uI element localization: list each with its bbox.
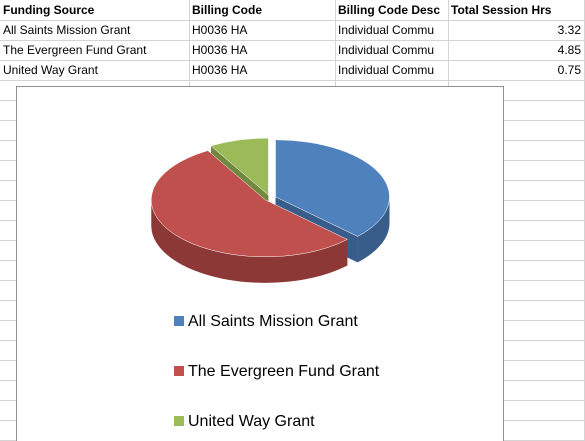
pie-slice-side: [357, 196, 390, 263]
pie-chart-plot: [151, 137, 390, 283]
table-cell-total-session-hrs[interactable]: 4.85: [557, 43, 581, 57]
row-gridline: [0, 40, 585, 41]
legend-swatch: [174, 366, 184, 376]
legend-label: All Saints Mission Grant: [188, 313, 358, 330]
legend-label: The Evergreen Fund Grant: [188, 363, 380, 380]
header-cell-billing-code[interactable]: Billing Code: [192, 3, 262, 17]
table-cell-billing-code-desc[interactable]: Individual Commu: [338, 23, 435, 37]
table-cell-billing-code[interactable]: H0036 HA: [192, 23, 248, 37]
row-gridline: [0, 60, 585, 61]
row-gridline: [0, 20, 585, 21]
legend-swatch: [174, 416, 184, 426]
table-cell-billing-code[interactable]: H0036 HA: [192, 43, 248, 57]
legend-label: United Way Grant: [188, 413, 315, 430]
header-cell-total-session-hrs[interactable]: Total Session Hrs: [451, 3, 552, 17]
pie-slice-top: [151, 150, 348, 258]
pie-slice-top: [275, 139, 390, 237]
row-gridline: [0, 80, 585, 81]
table-cell-billing-code-desc[interactable]: Individual Commu: [338, 63, 435, 77]
table-cell-total-session-hrs[interactable]: 0.75: [557, 63, 581, 77]
table-cell-funding-source[interactable]: The Evergreen Fund Grant: [3, 43, 147, 57]
legend-swatch: [174, 316, 184, 326]
table-cell-billing-code[interactable]: H0036 HA: [192, 63, 248, 77]
legend-item: The Evergreen Fund Grant: [174, 362, 379, 382]
header-cell-billing-code-desc[interactable]: Billing Code Desc: [338, 3, 441, 17]
header-cell-funding-source[interactable]: Funding Source: [3, 3, 95, 17]
legend-item: All Saints Mission Grant: [174, 312, 358, 332]
pie-slice-side: [151, 199, 348, 283]
pie-chart-object[interactable]: All Saints Mission Grant The Evergreen F…: [16, 86, 504, 441]
table-cell-funding-source[interactable]: United Way Grant: [3, 63, 98, 77]
table-cell-funding-source[interactable]: All Saints Mission Grant: [3, 23, 131, 37]
legend-item: United Way Grant: [174, 412, 315, 432]
table-cell-total-session-hrs[interactable]: 3.32: [557, 23, 581, 37]
table-cell-billing-code-desc[interactable]: Individual Commu: [338, 43, 435, 57]
pie-slice-top: [210, 137, 269, 196]
pie-slice-2: [151, 150, 348, 283]
